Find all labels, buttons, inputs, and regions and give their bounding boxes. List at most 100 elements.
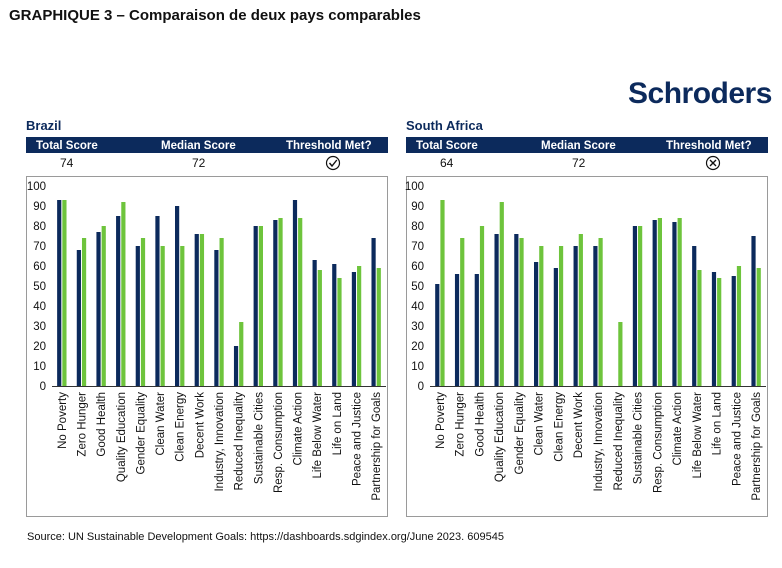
schroders-logo: Schroders <box>628 77 772 110</box>
y-tick-label: 50 <box>411 281 424 293</box>
bar-clean-energy-series-1 <box>175 206 180 386</box>
x-category-label: Life on Land <box>332 392 344 455</box>
bar-quality-education-series-2 <box>499 202 504 386</box>
bar-resp-consumption-series-2 <box>657 218 662 386</box>
y-tick-label: 30 <box>411 321 424 333</box>
summary-header-total-score: Total Score <box>36 140 98 152</box>
y-tick-label: 80 <box>33 221 46 233</box>
y-tick-label: 50 <box>33 281 46 293</box>
y-tick-label: 20 <box>411 341 424 353</box>
bar-life-on-land-series-2 <box>337 278 342 386</box>
x-category-label: Clean Energy <box>553 392 565 462</box>
bar-sustainable-cities-series-2 <box>638 226 643 386</box>
summary-header-median-score: Median Score <box>161 140 236 152</box>
bar-peace-and-justice-series-2 <box>357 266 362 386</box>
x-category-label: Industry, Innovation <box>593 392 605 492</box>
bar-no-poverty-series-2 <box>440 200 445 386</box>
y-tick-label: 10 <box>33 361 46 373</box>
x-category-label: Good Health <box>96 392 108 457</box>
bar-partnership-for-goals-series-1 <box>371 238 376 386</box>
x-category-label: Clean Water <box>534 392 546 456</box>
median-score-value: 72 <box>572 156 586 170</box>
bar-reduced-inequality-series-1 <box>233 346 239 386</box>
bar-zero-hunger-series-1 <box>454 274 460 386</box>
summary-header-bar <box>406 137 768 153</box>
bar-good-health-series-2 <box>479 226 485 386</box>
x-category-label: Sustainable Cities <box>253 392 265 484</box>
bar-reduced-inequality-series-2 <box>239 322 244 386</box>
source-note: Source: UN Sustainable Development Goals… <box>27 531 504 543</box>
bar-sustainable-cities-series-1 <box>253 226 258 386</box>
x-category-label: Decent Work <box>194 392 206 459</box>
icon-x-mark <box>709 159 717 167</box>
plot-panel-border <box>26 176 388 517</box>
x-category-label: Reduced Inequality <box>234 392 246 491</box>
bar-good-health-series-1 <box>96 232 101 386</box>
bar-quality-education-series-1 <box>116 216 121 386</box>
page-title: GRAPHIQUE 3 – Comparaison de deux pays c… <box>9 7 421 24</box>
x-category-label: Life Below Water <box>312 392 324 479</box>
bar-gender-equality-series-1 <box>135 246 140 386</box>
bar-gender-equality-series-2 <box>140 238 146 386</box>
y-tick-label: 100 <box>405 181 424 193</box>
bar-decent-work-series-2 <box>578 234 583 386</box>
bar-zero-hunger-series-2 <box>460 238 465 386</box>
x-category-label: Partnership for Goals <box>371 392 383 501</box>
x-category-label: Decent Work <box>573 392 585 459</box>
summary-header-threshold-met: Threshold Met? <box>666 140 752 152</box>
x-category-label: No Poverty <box>57 392 69 449</box>
y-tick-label: 90 <box>411 201 424 213</box>
bar-zero-hunger-series-2 <box>81 238 87 386</box>
median-score-value: 72 <box>192 156 206 170</box>
bar-resp-consumption-series-2 <box>278 218 283 386</box>
bar-gender-equality-series-1 <box>514 234 519 386</box>
x-category-label: Reduced Inequality <box>613 392 625 491</box>
bar-resp-consumption-series-1 <box>273 220 278 386</box>
x-category-label: Gender Equality <box>135 392 147 475</box>
bar-life-below-water-series-1 <box>692 246 697 386</box>
x-category-label: Resp. Consumption <box>652 392 664 493</box>
y-tick-label: 10 <box>411 361 424 373</box>
bar-clean-energy-series-1 <box>553 268 558 386</box>
bar-peace-and-justice-series-2 <box>736 266 742 386</box>
bar-industry-innovation-series-1 <box>593 246 598 386</box>
y-tick-label: 70 <box>411 241 424 253</box>
bar-clean-water-series-1 <box>534 262 539 386</box>
bar-climate-action-series-1 <box>292 200 298 386</box>
x-category-label: Life on Land <box>712 392 724 455</box>
bar-quality-education-series-1 <box>494 234 499 386</box>
y-tick-label: 30 <box>33 321 46 333</box>
y-tick-label: 70 <box>33 241 46 253</box>
bar-no-poverty-series-1 <box>57 200 62 386</box>
bar-decent-work-series-2 <box>199 234 205 386</box>
total-score-value: 64 <box>440 156 454 170</box>
bar-life-below-water-series-2 <box>317 270 322 386</box>
bar-climate-action-series-2 <box>677 218 682 386</box>
bar-life-below-water-series-2 <box>697 270 702 386</box>
y-tick-label: 0 <box>418 381 424 393</box>
bar-no-poverty-series-2 <box>62 200 67 386</box>
x-category-label: Life Below Water <box>692 392 704 479</box>
bar-decent-work-series-1 <box>573 246 578 386</box>
x-category-label: Peace and Justice <box>352 392 364 486</box>
bar-partnership-for-goals-series-2 <box>376 268 381 386</box>
bar-life-on-land-series-1 <box>332 264 337 386</box>
bar-decent-work-series-1 <box>194 234 199 386</box>
y-tick-label: 0 <box>40 381 46 393</box>
x-category-label: Resp. Consumption <box>273 392 285 493</box>
bar-clean-water-series-2 <box>539 246 544 386</box>
summary-header-total-score: Total Score <box>416 140 478 152</box>
bar-clean-energy-series-2 <box>180 246 185 386</box>
y-tick-label: 40 <box>33 301 46 313</box>
bar-zero-hunger-series-1 <box>76 250 81 386</box>
x-category-label: Zero Hunger <box>76 392 88 457</box>
bar-sustainable-cities-series-1 <box>632 226 638 386</box>
icon-check-mark <box>328 159 338 168</box>
plot-panel-border <box>406 176 768 517</box>
check-circle-icon <box>325 155 341 171</box>
x-category-label: Clean Water <box>155 392 167 456</box>
summary-header-threshold-met: Threshold Met? <box>286 140 372 152</box>
bar-good-health-series-1 <box>474 274 479 386</box>
